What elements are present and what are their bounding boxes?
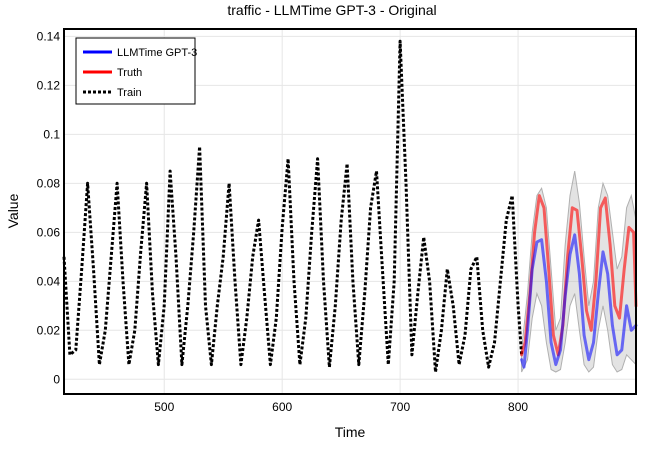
legend: LLMTime GPT-3 Truth Train <box>75 37 197 105</box>
y-axis-title: Value <box>5 193 21 228</box>
y-tick-label: 0.14 <box>37 29 61 43</box>
chart-title: traffic - LLMTime GPT-3 - Original <box>227 2 436 18</box>
legend-label-llmtime: LLMTime GPT-3 <box>117 47 197 59</box>
series-line-llmtime <box>520 233 638 369</box>
series-layer <box>62 39 638 374</box>
plot-area-frame <box>63 28 637 395</box>
x-tick-label: 800 <box>508 400 528 414</box>
legend-label-train: Train <box>117 87 142 99</box>
y-tick-label: 0.08 <box>37 176 61 190</box>
y-tick-label: 0.12 <box>37 78 61 92</box>
series-line-train <box>62 39 524 374</box>
series-line-truth <box>520 194 638 357</box>
y-tick-label: 0.1 <box>43 127 60 141</box>
y-tick-label: 0 <box>53 372 60 386</box>
tick-layer: 0 0.02 0.04 0.06 0.08 0.1 0.12 0.14 500 600 700 800 <box>37 29 529 414</box>
y-tick-label: 0.06 <box>37 225 61 239</box>
y-tick-label: 0.04 <box>37 274 61 288</box>
x-tick-label: 600 <box>272 400 292 414</box>
y-tick-label: 0.02 <box>37 323 61 337</box>
x-axis-title: Time <box>335 424 366 440</box>
x-tick-label: 500 <box>154 400 174 414</box>
legend-label-truth: Truth <box>117 67 142 79</box>
x-tick-label: 700 <box>390 400 410 414</box>
